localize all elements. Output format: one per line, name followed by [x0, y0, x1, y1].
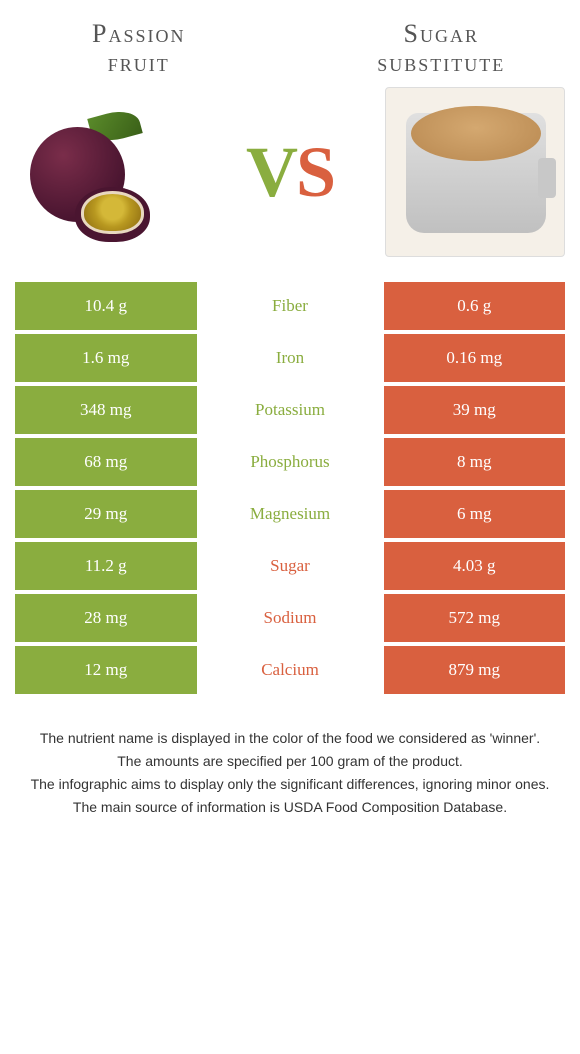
- nutrient-label: Potassium: [197, 386, 384, 438]
- sugar-pile-icon: [411, 106, 541, 161]
- left-value: 10.4 g: [15, 282, 197, 334]
- left-title-line2: fruit: [108, 48, 170, 77]
- footer-line: The nutrient name is displayed in the co…: [25, 728, 555, 749]
- vs-v: V: [246, 132, 296, 212]
- right-value: 879 mg: [384, 646, 566, 698]
- right-title-line2: substitute: [377, 48, 505, 77]
- left-value: 1.6 mg: [15, 334, 197, 386]
- left-value: 12 mg: [15, 646, 197, 698]
- footer-line: The infographic aims to display only the…: [25, 774, 555, 795]
- table-row: 28 mgSodium572 mg: [15, 594, 565, 646]
- images-row: VS: [15, 87, 565, 257]
- left-value: 29 mg: [15, 490, 197, 542]
- left-title-line1: Passion: [92, 19, 185, 48]
- passion-fruit-half-icon: [75, 187, 150, 242]
- table-row: 12 mgCalcium879 mg: [15, 646, 565, 698]
- table-row: 68 mgPhosphorus8 mg: [15, 438, 565, 490]
- nutrient-label: Sodium: [197, 594, 384, 646]
- right-value: 0.16 mg: [384, 334, 566, 386]
- table-row: 11.2 gSugar4.03 g: [15, 542, 565, 594]
- right-value: 6 mg: [384, 490, 566, 542]
- right-value: 4.03 g: [384, 542, 566, 594]
- table-row: 348 mgPotassium39 mg: [15, 386, 565, 438]
- footer-text: The nutrient name is displayed in the co…: [15, 728, 565, 818]
- table-row: 29 mgMagnesium6 mg: [15, 490, 565, 542]
- cup-handle-icon: [538, 158, 556, 198]
- left-title: Passion fruit: [15, 20, 263, 77]
- left-value: 11.2 g: [15, 542, 197, 594]
- vs-s: S: [296, 132, 334, 212]
- table-row: 10.4 gFiber0.6 g: [15, 282, 565, 334]
- nutrient-label: Fiber: [197, 282, 384, 334]
- nutrient-label: Calcium: [197, 646, 384, 698]
- vs-label: VS: [246, 131, 334, 214]
- footer-line: The main source of information is USDA F…: [25, 797, 555, 818]
- infographic-container: Passion fruit Sugar substitute VS 10.4 g…: [0, 0, 580, 840]
- right-value: 8 mg: [384, 438, 566, 490]
- nutrient-label: Phosphorus: [197, 438, 384, 490]
- nutrient-label: Iron: [197, 334, 384, 386]
- left-value: 348 mg: [15, 386, 197, 438]
- right-value: 0.6 g: [384, 282, 566, 334]
- sugar-substitute-image: [385, 87, 565, 257]
- titles-row: Passion fruit Sugar substitute: [15, 20, 565, 77]
- nutrient-label: Sugar: [197, 542, 384, 594]
- footer-line: The amounts are specified per 100 gram o…: [25, 751, 555, 772]
- left-value: 28 mg: [15, 594, 197, 646]
- right-title-line1: Sugar: [404, 19, 479, 48]
- nutrient-label: Magnesium: [197, 490, 384, 542]
- right-value: 39 mg: [384, 386, 566, 438]
- nutrient-table: 10.4 gFiber0.6 g1.6 mgIron0.16 mg348 mgP…: [15, 282, 565, 698]
- passion-fruit-image: [15, 87, 195, 257]
- right-value: 572 mg: [384, 594, 566, 646]
- table-row: 1.6 mgIron0.16 mg: [15, 334, 565, 386]
- right-title: Sugar substitute: [318, 20, 566, 77]
- left-value: 68 mg: [15, 438, 197, 490]
